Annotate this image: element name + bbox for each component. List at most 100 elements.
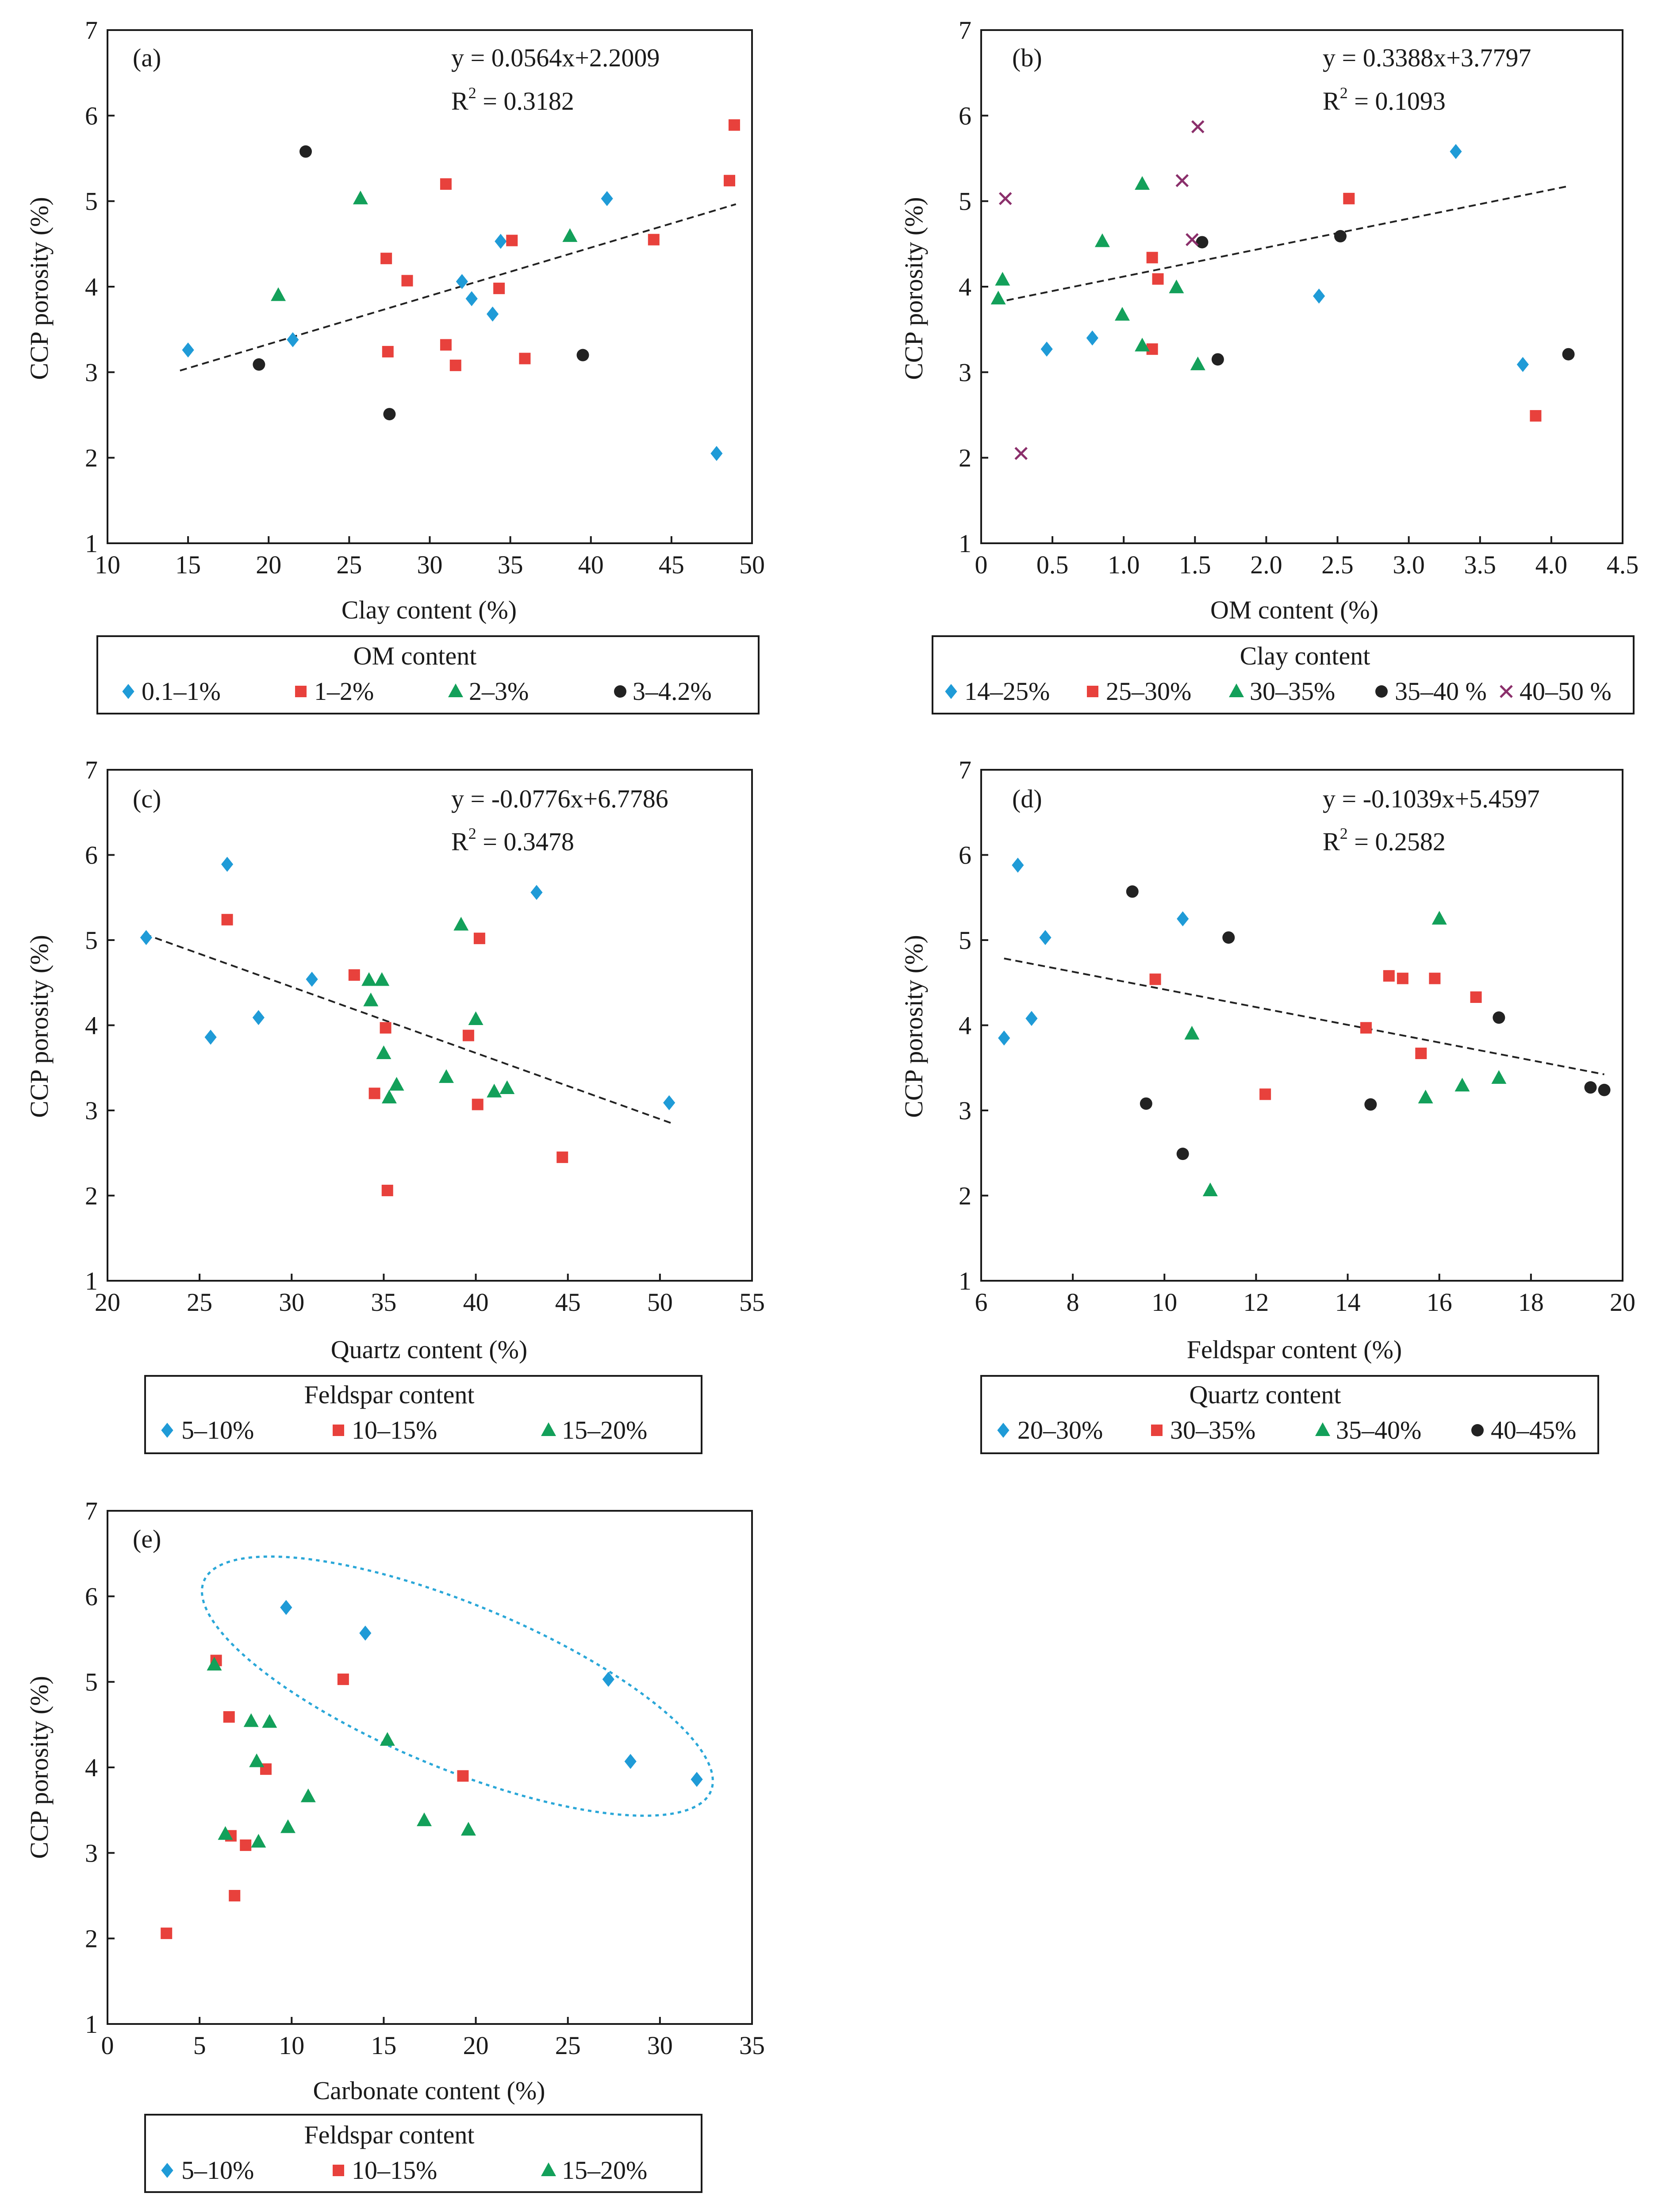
data-point	[1493, 1011, 1505, 1024]
data-point	[1014, 447, 1028, 460]
data-point	[1313, 288, 1325, 304]
x-tick-label: 35	[739, 2031, 765, 2060]
y-tick-label: 6	[85, 841, 98, 870]
x-tick-label: 20	[1610, 1288, 1635, 1317]
x-tick-label: 1.5	[1179, 550, 1211, 579]
x-tick-label: 45	[659, 550, 684, 579]
data-point	[1039, 930, 1051, 945]
panel-a: (a) y = 0.0564x+2.2009 R2 = 0.3182 Clay …	[25, 16, 765, 714]
data-point	[1343, 192, 1355, 204]
data-point	[140, 930, 153, 945]
data-point	[728, 119, 740, 131]
data-point	[1530, 410, 1542, 422]
x-tick-label: 30	[279, 1288, 304, 1317]
data-point	[990, 291, 1006, 305]
data-point	[383, 408, 396, 421]
x-tick-label: 15	[371, 2031, 396, 2060]
data-point	[380, 1732, 395, 1746]
data-point	[440, 339, 452, 351]
y-tick-label: 2	[85, 444, 98, 472]
data-point	[1012, 857, 1024, 873]
data-point	[1334, 230, 1347, 242]
plot-frame	[107, 1510, 753, 2025]
y-tick-label: 7	[85, 1497, 98, 1525]
data-point	[438, 1069, 454, 1083]
panel-label: (e)	[133, 1525, 161, 1553]
data-point	[691, 1772, 703, 1787]
data-point	[519, 353, 531, 365]
legend-marker	[161, 2163, 173, 2178]
x-tick-label: 3.0	[1393, 550, 1425, 579]
legend: Feldspar content 5–10% 10–15% 15–20%	[144, 1375, 702, 1454]
data-point	[998, 1030, 1010, 1046]
data-point	[530, 885, 543, 900]
data-point	[262, 1714, 277, 1728]
data-point	[376, 1045, 391, 1060]
trend-line	[144, 933, 672, 1124]
data-point	[1562, 348, 1575, 361]
data-point	[453, 917, 469, 931]
data-point	[359, 1625, 372, 1641]
panel-c: (c) y = -0.0776x+6.7786 R2 = 0.3478 Quar…	[25, 756, 765, 1454]
data-point	[556, 1151, 568, 1163]
panel-label: (a)	[133, 43, 161, 72]
data-point	[1598, 1083, 1611, 1096]
trend-equation: y = 0.0564x+2.2009	[451, 43, 660, 72]
y-tick-label: 5	[85, 926, 98, 955]
legend: Quartz content 20–30% 30–35% 35–40% 40–4…	[980, 1375, 1599, 1454]
x-tick-label: 35	[371, 1288, 396, 1317]
data-point	[1186, 233, 1199, 246]
data-point	[562, 228, 578, 242]
y-axis-label: CCP porosity (%)	[25, 1676, 54, 1859]
data-point	[1516, 357, 1529, 372]
x-tick-label: 25	[555, 2031, 581, 2060]
data-point	[1025, 1011, 1038, 1026]
x-tick-label: 4.5	[1607, 550, 1639, 579]
data-point	[218, 1826, 233, 1840]
data-point	[473, 933, 485, 945]
legend-marker	[161, 1423, 173, 1438]
legend-marker	[448, 684, 463, 697]
x-tick-label: 14	[1335, 1288, 1361, 1317]
data-point	[300, 1788, 316, 1802]
data-point	[440, 178, 452, 190]
legend-marker	[614, 685, 626, 698]
legend-title: Feldspar content	[304, 1380, 475, 1409]
data-point	[368, 1087, 380, 1099]
y-axis-label: CCP porosity (%)	[899, 197, 928, 380]
legend-entry: 5–10%	[181, 1416, 254, 1444]
data-point	[1115, 307, 1130, 321]
data-point	[1086, 330, 1098, 346]
y-tick-label: 1	[85, 529, 98, 558]
legend-entry: 3–4.2%	[633, 677, 712, 706]
x-tick-label: 2.5	[1321, 550, 1354, 579]
legend-marker	[333, 2165, 344, 2176]
data-point	[353, 190, 368, 204]
x-tick-label: 20	[256, 550, 281, 579]
data-point	[337, 1673, 349, 1685]
data-point	[280, 1819, 295, 1833]
data-point	[271, 287, 286, 301]
x-tick-label: 4.0	[1535, 550, 1568, 579]
data-point	[495, 234, 507, 249]
panel-label: (d)	[1012, 784, 1042, 813]
panel-label: (b)	[1012, 43, 1042, 72]
x-tick-label: 50	[739, 550, 765, 579]
data-point	[299, 145, 312, 158]
data-point	[240, 1839, 252, 1851]
data-point	[1190, 356, 1205, 370]
y-tick-label: 7	[959, 16, 971, 45]
trend-equation: y = 0.3388x+3.7797	[1323, 43, 1531, 72]
legend: Feldspar content 5–10% 10–15% 15–20%	[144, 2114, 702, 2193]
x-tick-label: 45	[555, 1288, 581, 1317]
x-tick-label: 0.5	[1036, 550, 1069, 579]
x-tick-label: 25	[336, 550, 362, 579]
legend-title: Feldspar content	[304, 2120, 475, 2149]
y-tick-label: 7	[959, 756, 971, 784]
data-point	[1418, 1090, 1433, 1104]
y-tick-label: 4	[959, 273, 971, 301]
data-point	[382, 346, 394, 357]
data-point	[401, 275, 413, 287]
legend-entry: 1–2%	[314, 677, 374, 706]
legend-marker	[1500, 685, 1513, 698]
